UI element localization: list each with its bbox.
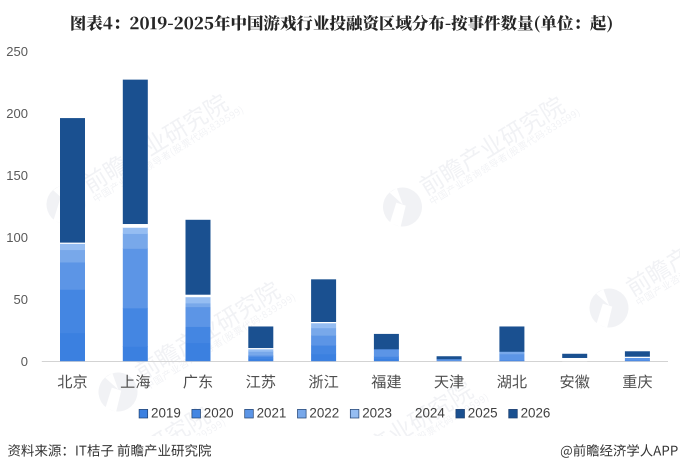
- svg-text:2026: 2026: [521, 406, 551, 421]
- svg-text:150: 150: [6, 168, 28, 183]
- svg-text:250: 250: [6, 44, 28, 59]
- svg-text:2019: 2019: [151, 406, 181, 421]
- svg-text:2022: 2022: [309, 406, 339, 421]
- svg-text:2020: 2020: [204, 406, 234, 421]
- svg-text:100: 100: [6, 230, 28, 245]
- svg-text:2025: 2025: [468, 406, 498, 421]
- svg-text:0: 0: [21, 354, 28, 369]
- svg-text:50: 50: [14, 292, 28, 307]
- svg-text:2021: 2021: [257, 406, 287, 421]
- svg-text:2023: 2023: [362, 406, 392, 421]
- svg-text:200: 200: [6, 106, 28, 121]
- svg-text:2024: 2024: [415, 406, 445, 421]
